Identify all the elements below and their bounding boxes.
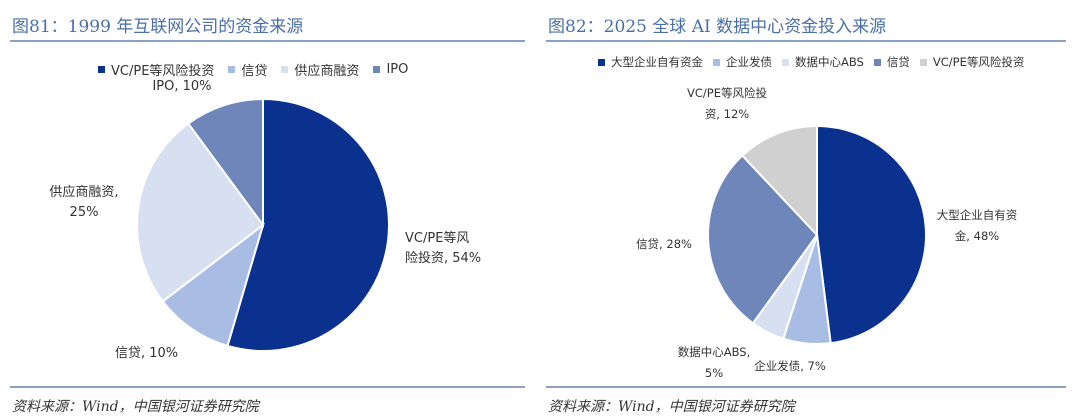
legend-label: VC/PE等风险投资 xyxy=(111,64,215,79)
legend-swatch xyxy=(373,66,381,73)
source-note: 资料来源：Wind，中国银河证券研究院 xyxy=(548,399,795,415)
slice-data-label: 大型企业自有资金, 48% xyxy=(937,208,1018,243)
chart-panel-right: 图82：2025 全球 AI 数据中心资金投入来源 大型企业自有资金 企业发债 数据… xyxy=(540,0,1080,420)
slice-data-label: 数据中心ABS, 5% xyxy=(678,345,751,380)
legend-item: 供应商融资 xyxy=(281,60,359,79)
pie-chart: 大型企业自有资金, 48% 企业发债, 7%数据中心ABS, 5% 信贷, 28% VC… xyxy=(636,86,1018,380)
legend-label: 信贷 xyxy=(886,55,910,69)
legend-swatch xyxy=(598,58,605,66)
source-divider xyxy=(10,386,525,388)
chart-legend: 大型企业自有资金 企业发债 数据中心ABS 信贷 VC/PE等风险投资 xyxy=(598,54,1034,70)
pie-slice xyxy=(707,154,819,325)
legend-swatch xyxy=(228,66,236,73)
pie-slice xyxy=(740,124,818,238)
slice-data-label: 企业发债, 7% xyxy=(754,359,826,373)
legend-label: 供应商融资 xyxy=(294,64,360,79)
legend-swatch xyxy=(782,58,789,66)
pie-slice xyxy=(186,97,264,229)
legend-swatch xyxy=(873,58,881,66)
legend-label: 企业发债 xyxy=(726,55,772,69)
slice-data-label: IPO, 10% xyxy=(152,79,211,94)
legend-item: IPO xyxy=(373,62,408,77)
legend-swatch xyxy=(713,58,720,66)
pie-slice xyxy=(161,222,265,348)
legend-item: 企业发债 xyxy=(713,54,772,70)
legend-swatch xyxy=(919,58,927,66)
title-divider xyxy=(546,40,1066,42)
slice-data-label: 供应商融资, 25% xyxy=(49,184,118,220)
legend-item: 信贷 xyxy=(873,54,910,70)
legend-swatch xyxy=(281,66,289,73)
legend-item: VC/PE等风险投资 xyxy=(919,54,1025,70)
chart-title: 图82：2025 全球 AI 数据中心资金投入来源 xyxy=(548,17,887,37)
legend-label: VC/PE等风险投资 xyxy=(932,55,1025,69)
source-note: 资料来源：Wind，中国银河证券研究院 xyxy=(12,399,259,415)
pie-slice xyxy=(226,97,390,352)
legend-label: IPO xyxy=(386,62,409,77)
chart-legend: VC/PE等风险投资 信贷 供应商融资 IPO xyxy=(98,60,422,79)
legend-label: 信贷 xyxy=(241,64,268,79)
legend-item: 大型企业自有资金 xyxy=(598,54,703,70)
pie-chart: VC/PE等风险投资, 54% 信贷, 10% 供应商融资, 25% IPO, 10% xyxy=(49,79,481,361)
slice-data-label: VC/PE等风险投资, 54% xyxy=(405,230,481,266)
slice-data-label: VC/PE等风险投资, 12% xyxy=(687,86,767,121)
slice-data-label: 信贷, 10% xyxy=(115,346,178,361)
legend-item: 数据中心ABS xyxy=(782,54,864,70)
slice-data-label: 信贷, 28% xyxy=(636,237,692,251)
title-divider xyxy=(10,40,525,42)
legend-label: 大型企业自有资金 xyxy=(611,55,703,69)
source-divider xyxy=(546,386,1066,388)
pie-slice xyxy=(816,124,927,345)
chart-panel-left: 图81：1999 年互联网公司的资金来源 VC/PE等风险投资 信贷 供应商融资 IP… xyxy=(0,0,535,420)
legend-swatch xyxy=(98,66,105,73)
legend-item: 信贷 xyxy=(228,60,267,79)
legend-item: VC/PE等风险投资 xyxy=(98,60,214,79)
chart-title: 图81：1999 年互联网公司的资金来源 xyxy=(12,17,304,37)
pie-slice xyxy=(136,122,265,303)
legend-label: 数据中心ABS xyxy=(795,55,864,69)
